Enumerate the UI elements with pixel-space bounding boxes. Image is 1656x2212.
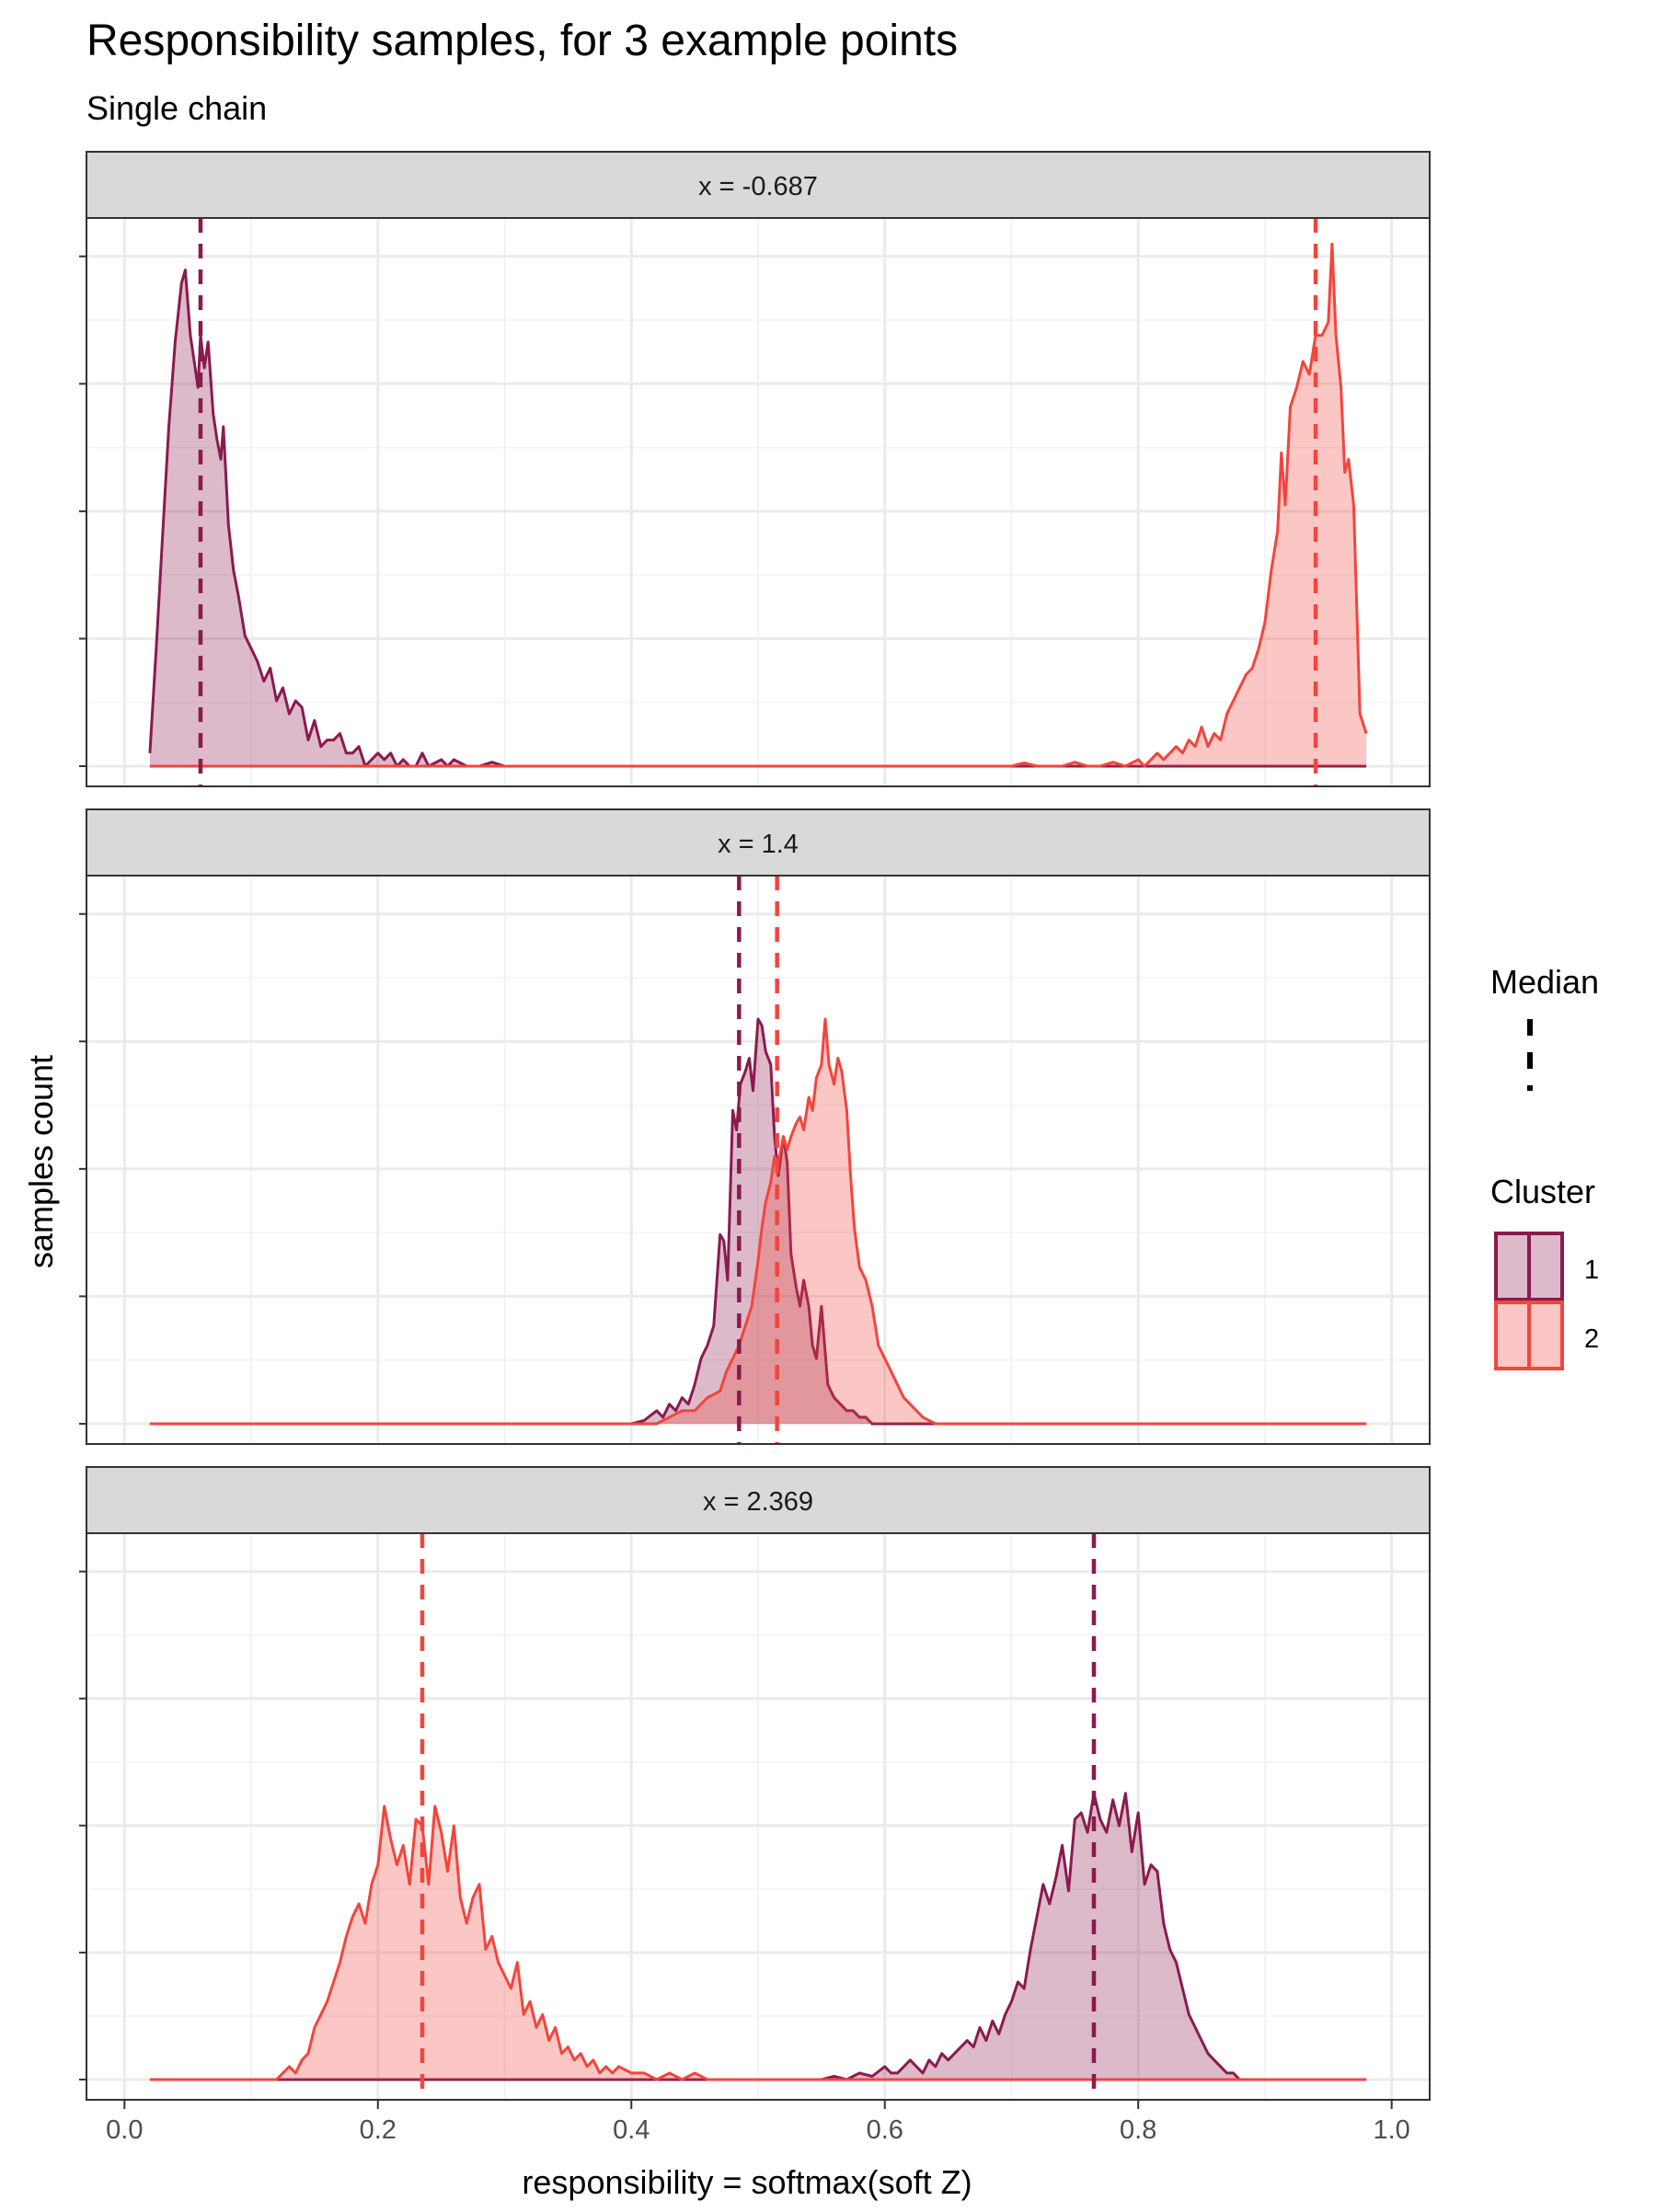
area-cluster-2	[149, 1805, 1367, 2080]
facet-panels: x = -0.687 x = 1.4 x = 2.369	[79, 151, 1431, 2101]
chart-title: Responsibility samples, for 3 example po…	[86, 17, 958, 65]
area-cluster-1	[149, 1019, 1367, 1424]
line-cluster-2	[149, 242, 1368, 768]
area-cluster-1	[149, 269, 1367, 767]
facet-panel-2: x = 1.4	[79, 808, 1431, 1445]
panel-border	[86, 1532, 1431, 2101]
legend-label-cluster-2: 2	[1584, 1324, 1599, 1354]
x-tick-label: 0.2	[360, 2115, 397, 2145]
facet-strip	[86, 1466, 1431, 1534]
legend-median-title: Median	[1490, 963, 1599, 1001]
x-tick-label: 0.4	[613, 2115, 650, 2145]
facet-panel-1: x = -0.687	[79, 151, 1431, 787]
legend: Median Cluster 1 2	[1490, 963, 1599, 1370]
x-tick-label: 0.0	[106, 2115, 143, 2145]
panel-border	[86, 217, 1431, 787]
x-axis: 0.0 0.2 0.4 0.6 0.8 1.0	[106, 2100, 1410, 2145]
area-cluster-2	[149, 244, 1367, 766]
facet-panel-3: x = 2.369	[79, 1466, 1431, 2101]
facet-strip-label: x = -0.687	[698, 172, 818, 201]
x-axis-label: responsibility = softmax(soft Z)	[522, 2163, 972, 2201]
line-cluster-1	[149, 1792, 1367, 2081]
legend-label-cluster-1: 1	[1584, 1255, 1599, 1285]
area-cluster-1	[149, 1793, 1367, 2080]
line-cluster-2	[149, 1805, 1367, 2081]
facet-strip-label: x = 1.4	[718, 830, 799, 859]
x-tick-label: 0.8	[1120, 2115, 1156, 2145]
facet-strip-label: x = 2.369	[703, 1487, 813, 1517]
chart-subtitle: Single chain	[86, 89, 267, 127]
x-tick-label: 0.6	[867, 2115, 903, 2145]
facet-strip	[86, 151, 1431, 219]
x-tick-label: 1.0	[1374, 2115, 1410, 2145]
y-axis-label: samples count	[22, 1055, 60, 1268]
line-cluster-2	[149, 1017, 1367, 1426]
panel-border	[86, 875, 1431, 1445]
legend-cluster-title: Cluster	[1490, 1173, 1595, 1210]
area-cluster-2	[149, 1019, 1367, 1424]
line-cluster-1	[149, 1017, 1367, 1426]
